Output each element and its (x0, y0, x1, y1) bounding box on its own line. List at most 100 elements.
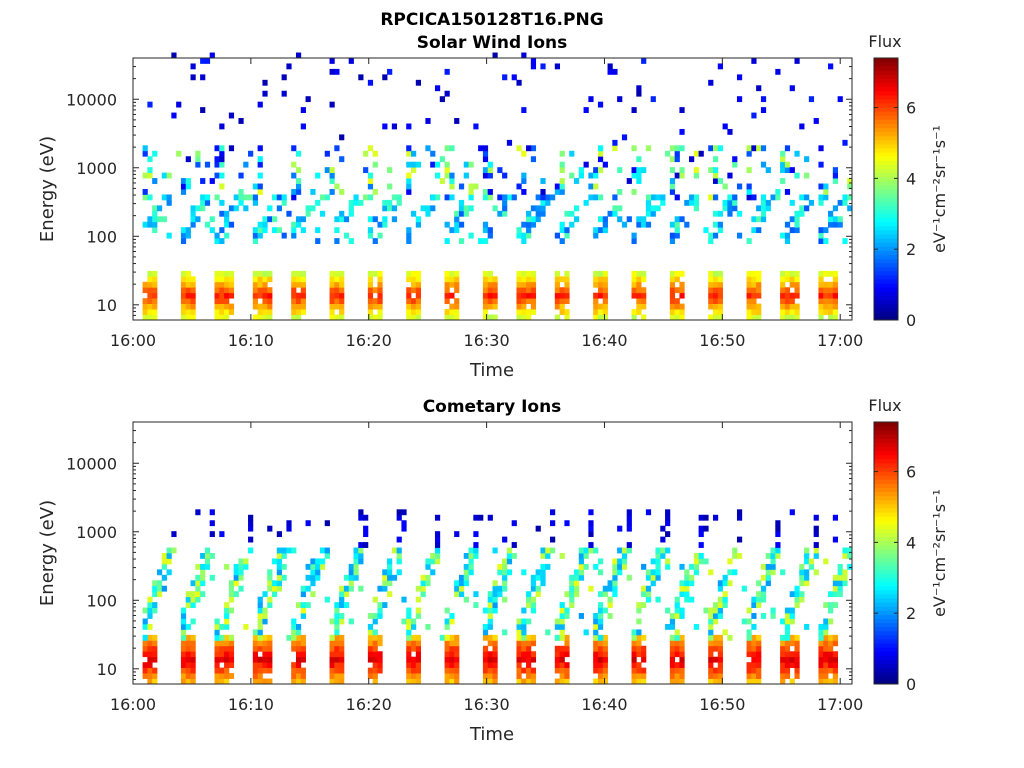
spectrogram-cell (185, 673, 191, 679)
spectrogram-cell (540, 569, 546, 576)
spectrogram-cell (650, 569, 656, 576)
spectrogram-cell (593, 167, 599, 174)
spectrogram-cell (420, 585, 426, 592)
spectrogram-cell (257, 156, 263, 163)
spectrogram-cell (377, 232, 383, 239)
spectrogram-cell (689, 563, 695, 570)
spectrogram-cell (669, 623, 676, 630)
spectrogram-cell (674, 645, 680, 652)
spectrogram-cell (756, 276, 762, 283)
spectrogram-cell (669, 651, 676, 658)
spectrogram-cell (804, 156, 810, 163)
spectrogram-cell (780, 618, 786, 625)
spectrogram-cell (147, 281, 153, 288)
spectrogram-cell (449, 640, 455, 647)
spectrogram-cell (818, 161, 824, 168)
spectrogram-cell (823, 227, 829, 234)
spectrogram-cell (818, 238, 824, 244)
spectrogram-cell (391, 574, 398, 581)
spectrogram-cell (161, 216, 167, 223)
colorbar-segment (874, 90, 898, 96)
spectrogram-cell (784, 298, 791, 305)
spectrogram-cell (521, 629, 527, 636)
spectrogram-cell (712, 678, 719, 685)
spectrogram-cell (828, 607, 834, 614)
spectrogram-cell (708, 667, 714, 674)
spectrogram-cell (372, 314, 378, 321)
spectrogram-cell (482, 651, 489, 658)
spectrogram-cell (799, 569, 805, 576)
spectrogram-cell (626, 547, 632, 554)
spectrogram-cell (636, 645, 642, 652)
spectrogram-cell (224, 303, 230, 310)
spectrogram-cell (367, 645, 374, 652)
spectrogram-cell (641, 270, 647, 277)
spectrogram-cell (142, 172, 148, 179)
spectrogram-cell (204, 563, 211, 570)
spectrogram-cell (444, 651, 450, 658)
spectrogram-cell (353, 569, 359, 576)
spectrogram-cell (526, 281, 532, 288)
spectrogram-cell (329, 640, 335, 647)
spectrogram-cell (190, 216, 196, 223)
spectrogram-cell (372, 618, 378, 625)
spectrogram-cell (751, 602, 757, 608)
colorbar-segment (874, 589, 898, 595)
colorbar-tick-label: 4 (906, 533, 916, 552)
spectrogram-cell (195, 509, 201, 516)
spectrogram-cell (593, 678, 599, 685)
spectrogram-cell (828, 667, 834, 674)
colorbar-segment (874, 507, 898, 513)
spectrogram-cell (204, 199, 211, 206)
spectrogram-cell (818, 662, 824, 669)
spectrogram-cell (228, 640, 235, 647)
spectrogram-cell (602, 281, 608, 288)
spectrogram-cell (784, 189, 791, 195)
spectrogram-cell (190, 287, 196, 294)
spectrogram-cell (631, 172, 637, 179)
spectrogram-cell (180, 629, 187, 636)
colorbar-segment (874, 659, 898, 665)
spectrogram-cell (554, 270, 560, 277)
spectrogram-cell (837, 591, 843, 598)
spectrogram-cell (789, 85, 795, 92)
spectrogram-cell (152, 607, 158, 614)
spectrogram-cell (267, 270, 273, 277)
colorbar-segment (874, 111, 898, 116)
spectrogram-cell (286, 520, 292, 527)
spectrogram-cell (530, 221, 537, 228)
spectrogram-cell (252, 183, 259, 190)
spectrogram-cell (329, 634, 335, 641)
spectrogram-cell (281, 232, 287, 239)
spectrogram-cell (712, 607, 719, 614)
spectrogram-cell (722, 199, 728, 206)
spectrogram-cell (353, 574, 359, 581)
spectrogram-cell (377, 298, 383, 305)
spectrogram-cell (794, 596, 800, 603)
spectrogram-cell (612, 68, 618, 75)
spectrogram-cell (554, 292, 560, 299)
spectrogram-cell (142, 314, 148, 321)
spectrogram-cell (746, 167, 752, 174)
spectrogram-cell (674, 314, 680, 321)
spectrogram-cell (564, 314, 570, 321)
cometary-x-axis-label: Time (469, 724, 514, 745)
spectrogram-cell (722, 591, 728, 598)
spectrogram-cell (300, 656, 306, 663)
spectrogram-cell (573, 580, 580, 587)
spectrogram-cell (449, 172, 455, 179)
colorbar-segment (874, 307, 898, 313)
colorbar-segment (874, 462, 898, 468)
spectrogram-cell (406, 292, 412, 299)
spectrogram-cell (832, 678, 839, 685)
spectrogram-cell (751, 640, 757, 647)
spectrogram-cell (180, 623, 187, 630)
colorbar-segment (874, 483, 898, 488)
spectrogram-cell (396, 199, 402, 206)
y-tick-label: 100 (86, 591, 117, 610)
spectrogram-cell (818, 667, 824, 674)
spectrogram-cell (190, 314, 196, 321)
colorbar-segment (874, 618, 898, 624)
spectrogram-cell (300, 281, 306, 288)
spectrogram-cell (530, 640, 537, 647)
